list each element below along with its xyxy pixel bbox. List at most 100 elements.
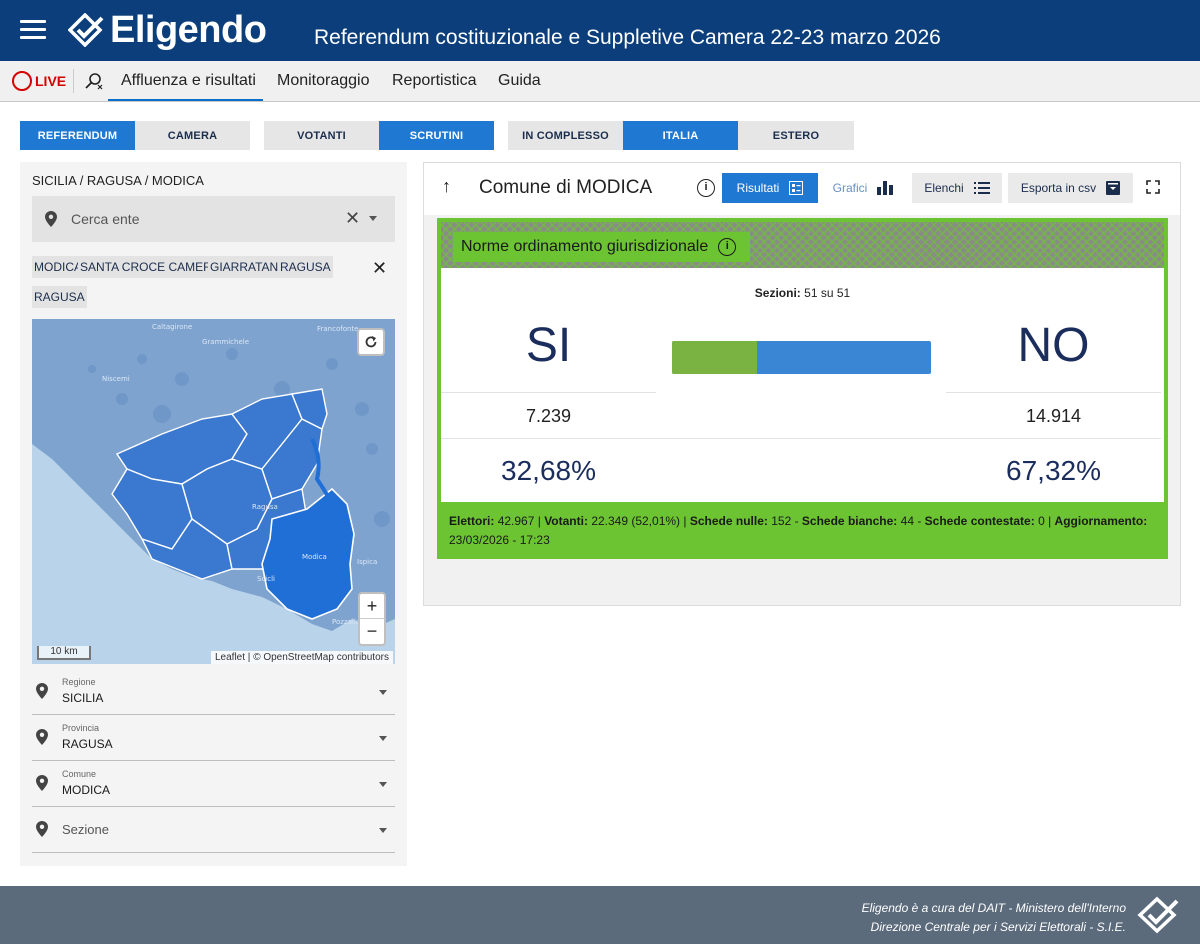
breadcrumb: SICILIA / RAGUSA / MODICA [32,173,204,188]
result-bar-si [672,341,757,374]
comune-value: MODICA [62,783,110,797]
chevron-down-icon [379,782,387,787]
grafici-label: Grafici [832,181,868,195]
si-label: SI [525,319,572,372]
arrow-up-icon[interactable]: ↑ [442,176,451,196]
territory-panel: SICILIA / RAGUSA / MODICA Cerca ente ✕ M… [20,162,407,866]
schede-contestate-label: Schede contestate: [924,514,1035,528]
live-button[interactable]: LIVE [12,71,66,91]
quesito-body: Sezioni: 51 su 51 SI NO 7.239 14.914 32,… [441,268,1164,502]
quesito-result-card: Norme ordinamento giurisdizionale i Sezi… [437,218,1168,559]
results-header: ↑ Comune di MODICA i Risultati Grafici E… [424,163,1180,215]
chevron-down-icon[interactable] [369,216,377,221]
sezioni-count: Sezioni: 51 su 51 [441,286,1164,300]
nav-affluenza-risultati[interactable]: Affluenza e risultati [121,72,256,89]
comune-select[interactable]: Comune MODICA [32,761,395,807]
elenchi-button[interactable]: Elenchi [912,173,1002,203]
search-placeholder: Cerca ente [71,211,140,227]
eligendo-logo[interactable]: Eligendo [68,8,267,51]
osm-link[interactable]: © OpenStreetMap contributors [253,652,389,663]
footer-line-2: Direzione Centrale per i Servizi Elettor… [870,920,1126,934]
map-tiles[interactable]: Caltagirone Grammichele Francofonte Nisc… [32,319,395,664]
elettori-label: Elettori: [449,514,495,528]
results-panel: ↑ Comune di MODICA i Risultati Grafici E… [423,162,1181,606]
sezioni-label: Sezioni: [754,286,801,300]
live-label: LIVE [35,73,67,89]
quesito-header: Norme ordinamento giurisdizionale i [441,222,1164,268]
provincia-select[interactable]: Provincia RAGUSA [32,715,395,761]
bar-chart-icon [877,181,894,195]
eligendo-footer-logo-icon [1137,896,1179,934]
map-pin-icon [45,211,57,227]
search-icon[interactable] [83,70,105,92]
schede-contestate-value: 0 [1038,514,1045,528]
si-votes: 7.239 [525,406,572,426]
regione-select[interactable]: Regione SICILIA [32,669,395,715]
nav-divider [73,69,74,93]
map-attribution: Leaflet | © OpenStreetMap contributors [211,651,393,664]
map-label-niscemi: Niscemi [102,375,130,383]
grafici-button[interactable]: Grafici [820,173,906,203]
refresh-button[interactable] [357,328,385,356]
menu-icon[interactable] [20,20,46,40]
toggle-votanti[interactable]: VOTANTI [264,121,379,150]
map-label-francofonte: Francofonte [317,325,359,333]
zoom-in-button[interactable]: + [360,594,384,619]
fullscreen-icon[interactable] [1146,180,1160,194]
clear-icon[interactable]: ✕ [345,208,361,228]
map-scale: 10 km [37,646,91,660]
chip-ragusa-province[interactable]: RAGUSA [32,286,87,308]
schede-nulle-label: Schede nulle: [689,514,768,528]
list-detail-icon [789,181,804,195]
chip-santa-croce-camerina[interactable]: SANTA CROCE CAMERINA [78,256,234,278]
risultati-button[interactable]: Risultati [722,173,818,203]
footer-line-1: Eligendo è a cura del DAIT - Ministero d… [861,901,1126,915]
toggle-in-complesso[interactable]: IN COMPLESSO [508,121,623,150]
aggiornamento-label: Aggiornamento: [1054,514,1148,528]
toggle-italia[interactable]: ITALIA [623,121,738,150]
nav-active-indicator [108,99,263,101]
toggle-referendum[interactable]: REFERENDUM [20,121,135,150]
quesito-summary: Elettori: 42.967 | Votanti: 22.349 (52,0… [449,514,1148,547]
logo-text: Eligendo [110,8,267,51]
map-label-ragusa: Ragusa [252,503,278,511]
elettori-value: 42.967 [497,514,535,528]
top-header: Eligendo Referendum costituzionale e Sup… [0,0,1200,61]
search-input[interactable]: Cerca ente ✕ [32,196,395,242]
close-icon[interactable]: ✕ [372,258,388,278]
chevron-down-icon [379,828,387,833]
zoom-control: + − [358,592,386,646]
esporta-csv-button[interactable]: Esporta in csv [1008,173,1133,203]
info-icon[interactable]: i [718,238,737,256]
map-pin-icon [36,729,48,745]
chevron-down-icon [379,690,387,695]
schede-nulle-value: 152 [771,514,792,528]
page-footer: Eligendo è a cura del DAIT - Ministero d… [0,886,1200,944]
toggle-scrutini[interactable]: SCRUTINI [379,121,494,150]
schede-bianche-label: Schede bianche: [801,514,898,528]
eligendo-logo-icon [68,13,104,47]
esporta-label: Esporta in csv [1020,181,1097,195]
map-label-pozzallo: Pozzallo [332,618,360,626]
regione-label: Regione [62,677,96,687]
list-icon [973,182,990,194]
live-icon [12,71,32,91]
chip-ragusa[interactable]: RAGUSA [278,256,333,278]
chip-giarratana[interactable]: GIARRATANA [208,256,289,278]
toggle-estero[interactable]: ESTERO [738,121,854,150]
zoom-out-button[interactable]: − [366,621,378,641]
divider [441,392,656,393]
nav-monitoraggio[interactable]: Monitoraggio [277,72,370,89]
map[interactable]: Caltagirone Grammichele Francofonte Nisc… [32,319,395,664]
info-icon[interactable]: i [697,179,715,197]
nav-guida[interactable]: Guida [498,72,541,89]
modica-district[interactable] [261,487,355,620]
nav-reportistica[interactable]: Reportistica [392,72,477,89]
chip-modica[interactable]: MODICA [32,256,84,278]
sezione-placeholder: Sezione [62,822,109,837]
no-percentage: 67,32% [1006,455,1101,486]
toggle-camera[interactable]: CAMERA [135,121,250,150]
map-label-grammichele: Grammichele [202,338,249,346]
leaflet-link[interactable]: Leaflet [215,652,246,663]
sezione-select[interactable]: Sezione [32,807,395,853]
